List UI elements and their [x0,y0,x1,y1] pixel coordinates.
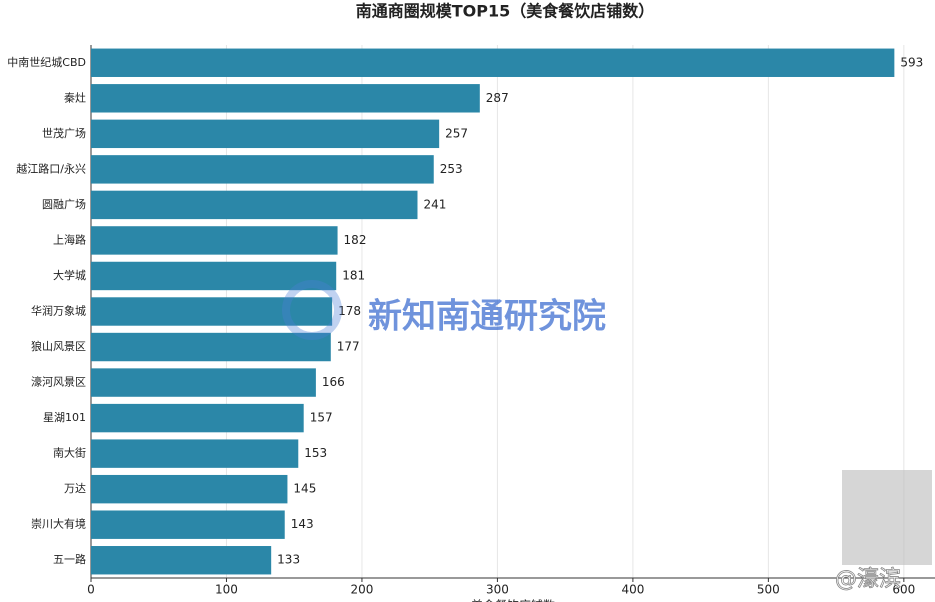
y-tick-label: 大学城 [53,268,86,282]
x-axis-label: 美食餐饮店铺数 [471,598,555,602]
value-label: 253 [440,162,463,176]
value-label: 181 [342,268,365,282]
y-tick-label: 世茂广场 [42,126,86,140]
value-label: 241 [423,197,446,211]
signature: @濠滨 [835,567,901,592]
bar [91,546,272,575]
y-tick-label: 圆融广场 [42,197,86,211]
bar [91,226,338,255]
bar [91,368,316,397]
value-label: 593 [900,55,923,69]
y-tick-label: 崇川大有境 [31,517,86,531]
x-tick-label: 0 [87,583,95,597]
bar [91,403,304,433]
y-tick-label: 上海路 [53,232,86,246]
bar [91,332,331,362]
value-label: 182 [344,233,367,247]
y-tick-label: 中南世纪城CBD [7,56,86,69]
bar [91,439,299,468]
x-tick-label: 400 [621,583,644,597]
chart-title: 南通商圈规模TOP15（美食餐饮店铺数） [356,2,655,21]
value-label: 177 [337,340,360,354]
y-tick-label: 华润万象城 [31,304,86,318]
y-tick-label: 濠河风景区 [31,375,86,389]
watermark: 新知南通研究院 [368,297,606,337]
bar [91,261,337,291]
y-tick-label: 南大街 [53,446,86,460]
y-tick-label: 秦灶 [64,90,86,104]
value-label: 153 [304,446,327,460]
bar [91,48,895,77]
value-label: 257 [445,126,468,140]
bar [91,297,333,326]
y-tick-label: 万达 [64,482,86,495]
qr-code [842,470,932,565]
x-tick-label: 200 [350,583,373,597]
bar [91,474,288,504]
y-tick-label: 五一路 [53,553,86,566]
bar [91,84,480,113]
x-tick-label: 100 [215,583,238,597]
y-tick-label: 星湖101 [43,411,86,424]
bar [91,119,440,149]
value-label: 145 [293,482,316,496]
watermark-logo [282,280,342,340]
value-label: 287 [486,91,509,105]
y-tick-label: 狼山风景区 [31,339,86,353]
bar [91,510,285,539]
y-tick-label: 越江路口/永兴 [16,161,86,175]
value-label: 133 [277,553,300,567]
x-tick-label: 500 [757,583,780,597]
x-tick-label: 600 [892,583,915,597]
value-label: 178 [338,304,361,318]
value-label: 166 [322,375,345,389]
bar [91,190,418,220]
x-tick-label: 300 [486,583,509,597]
value-label: 143 [291,517,314,531]
value-label: 157 [310,411,333,425]
bar [91,155,434,184]
